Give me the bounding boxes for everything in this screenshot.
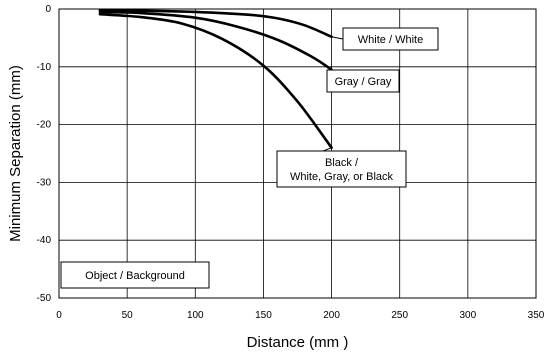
plot-frame <box>58 8 537 299</box>
y-tick-label: -30 <box>37 177 52 188</box>
x-tick-label: 50 <box>122 310 134 321</box>
annotation-text: Object / Background <box>85 270 185 282</box>
y-axis-title: Minimum Separation (mm) <box>7 65 24 242</box>
annotation-box <box>60 261 210 289</box>
x-axis-title: Distance (mm ) <box>247 334 349 351</box>
x-tick-label: 250 <box>391 310 408 321</box>
annotation-object-background: Object / Background <box>60 261 210 289</box>
series-line-gray-gray <box>98 10 333 71</box>
annotation-box <box>342 27 439 51</box>
annotation-leader-line <box>331 36 344 40</box>
annotation-text: Black / <box>325 157 359 169</box>
annotation-gray-gray: Gray / Gray <box>326 69 400 93</box>
annotation-layer: White / White Gray / Gray Black / White, Gr… <box>60 27 439 289</box>
x-tick-label: 150 <box>255 310 272 321</box>
x-tick-label: 200 <box>323 310 340 321</box>
annotation-white-white: White / White <box>331 27 439 51</box>
x-tick-label: 100 <box>187 310 204 321</box>
annotation-text: White / White <box>358 34 423 46</box>
x-tick-label: 300 <box>460 310 477 321</box>
annotation-text: White, Gray, or Black <box>290 171 394 183</box>
y-tick-label: -10 <box>37 62 52 73</box>
annotation-black-white-gray-or-black: Black / White, Gray, or Black <box>276 147 407 188</box>
y-tick-label: -40 <box>37 235 52 246</box>
annotation-box <box>326 69 400 93</box>
series-layer <box>98 8 333 150</box>
x-tick-label: 350 <box>528 310 545 321</box>
series-line-white-white <box>98 8 333 39</box>
y-tick-label: -50 <box>37 293 52 304</box>
y-tick-label: -20 <box>37 120 52 131</box>
x-tick-label: 0 <box>56 310 62 321</box>
annotation-box <box>276 150 407 188</box>
tick-label-layer: 0 50 100 150 200 250 300 350 0 -10 -20 -30 -40 -50 <box>37 4 545 321</box>
annotation-text: Gray / Gray <box>335 76 392 88</box>
series-line-black-white-gray-or-black <box>98 12 333 150</box>
y-tick-label: 0 <box>45 4 51 15</box>
